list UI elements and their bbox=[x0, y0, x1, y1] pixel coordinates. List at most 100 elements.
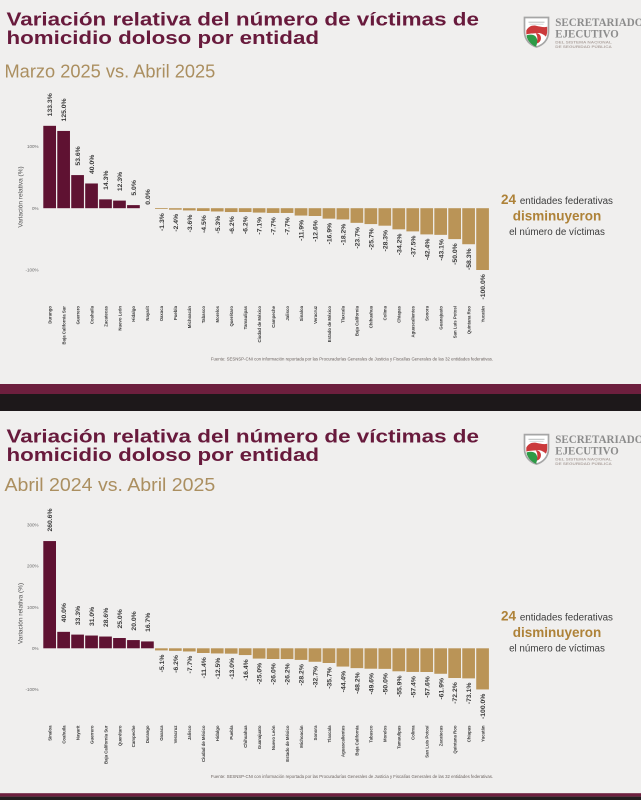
svg-text:Jalisco: Jalisco bbox=[187, 725, 192, 740]
svg-text:40.0%: 40.0% bbox=[89, 155, 96, 174]
svg-text:Hidalgo: Hidalgo bbox=[215, 725, 220, 741]
svg-text:-7.7%: -7.7% bbox=[285, 217, 292, 235]
svg-text:Variación relativa del número: Variación relativa del número de víctima… bbox=[7, 9, 480, 30]
svg-text:-6.2%: -6.2% bbox=[173, 655, 180, 673]
svg-text:SECRETARIADO: SECRETARIADO bbox=[555, 15, 641, 29]
svg-text:San Luis Potosí: San Luis Potosí bbox=[425, 725, 430, 758]
svg-text:12.3%: 12.3% bbox=[117, 172, 124, 191]
svg-text:-5.1%: -5.1% bbox=[159, 655, 166, 673]
svg-text:Sonora: Sonora bbox=[313, 725, 318, 740]
svg-text:Morelos: Morelos bbox=[215, 305, 220, 322]
svg-text:Sonora: Sonora bbox=[425, 305, 430, 320]
svg-text:Nayarit: Nayarit bbox=[75, 725, 80, 740]
svg-text:-50.0%: -50.0% bbox=[382, 673, 389, 695]
svg-text:el número de víctimas: el número de víctimas bbox=[509, 643, 605, 654]
svg-text:-2.4%: -2.4% bbox=[173, 214, 180, 232]
svg-text:-72.2%: -72.2% bbox=[452, 682, 459, 704]
svg-text:-100.0%: -100.0% bbox=[480, 274, 487, 299]
svg-text:homicidio doloso por entidad: homicidio doloso por entidad bbox=[7, 27, 320, 48]
svg-text:-1.3%: -1.3% bbox=[159, 213, 166, 231]
svg-text:disminuyeron: disminuyeron bbox=[513, 625, 602, 640]
svg-text:-12.5%: -12.5% bbox=[215, 658, 222, 680]
svg-text:-61.9%: -61.9% bbox=[438, 678, 445, 700]
svg-text:0%: 0% bbox=[32, 646, 39, 651]
svg-text:Chiapas: Chiapas bbox=[397, 305, 402, 322]
svg-text:Querétaro: Querétaro bbox=[229, 306, 234, 327]
svg-text:Abril 2024 vs. Abril 2025: Abril 2024 vs. Abril 2025 bbox=[5, 475, 216, 495]
svg-text:Tabasco: Tabasco bbox=[369, 725, 374, 742]
svg-text:Variación relativa (%): Variación relativa (%) bbox=[18, 166, 25, 227]
svg-text:Oaxaca: Oaxaca bbox=[159, 305, 164, 321]
svg-text:SECRETARIADO: SECRETARIADO bbox=[555, 432, 641, 446]
svg-text:-13.0%: -13.0% bbox=[229, 658, 236, 680]
svg-text:Durango: Durango bbox=[47, 306, 52, 324]
svg-text:25.0%: 25.0% bbox=[117, 609, 124, 628]
svg-text:Tabasco: Tabasco bbox=[201, 306, 206, 323]
svg-text:Tlaxcala: Tlaxcala bbox=[341, 305, 346, 323]
svg-text:Oaxaca: Oaxaca bbox=[159, 725, 164, 741]
svg-text:Estado de México: Estado de México bbox=[327, 306, 332, 343]
svg-text:-42.4%: -42.4% bbox=[424, 239, 431, 261]
svg-text:Coahuila: Coahuila bbox=[61, 725, 66, 744]
svg-text:Colima: Colima bbox=[383, 305, 388, 320]
svg-text:Guanajuato: Guanajuato bbox=[257, 725, 262, 749]
svg-text:16.7%: 16.7% bbox=[145, 613, 152, 632]
svg-text:Veracruz: Veracruz bbox=[173, 726, 178, 744]
svg-text:200%: 200% bbox=[27, 564, 39, 569]
svg-text:-100.0%: -100.0% bbox=[480, 694, 487, 719]
svg-text:Aguascalientes: Aguascalientes bbox=[411, 305, 416, 337]
svg-text:-7.7%: -7.7% bbox=[187, 656, 194, 674]
svg-text:-55.9%: -55.9% bbox=[396, 676, 403, 698]
svg-text:-25.0%: -25.0% bbox=[257, 663, 264, 685]
svg-text:300%: 300% bbox=[27, 523, 39, 528]
svg-text:-5.3%: -5.3% bbox=[215, 216, 222, 234]
svg-text:homicidio doloso por entidad: homicidio doloso por entidad bbox=[7, 444, 320, 465]
svg-text:133.3%: 133.3% bbox=[47, 93, 54, 116]
svg-text:Ciudad de México: Ciudad de México bbox=[201, 725, 206, 762]
svg-text:Morelos: Morelos bbox=[383, 725, 388, 742]
svg-text:Jalisco: Jalisco bbox=[285, 306, 290, 321]
svg-text:Puebla: Puebla bbox=[229, 725, 234, 740]
svg-text:-18.2%: -18.2% bbox=[341, 224, 348, 246]
svg-text:-11.4%: -11.4% bbox=[201, 657, 208, 678]
svg-text:Fuente: SESNSP-CNI con informa: Fuente: SESNSP-CNI con información repor… bbox=[211, 774, 493, 779]
svg-text:Quintana Roo: Quintana Roo bbox=[452, 725, 457, 754]
svg-text:-48.2%: -48.2% bbox=[354, 672, 361, 694]
svg-text:260.6%: 260.6% bbox=[47, 508, 54, 531]
svg-text:-16.9%: -16.9% bbox=[327, 223, 334, 245]
svg-text:24 entidades federativas: 24 entidades federativas bbox=[501, 192, 613, 207]
svg-text:disminuyeron: disminuyeron bbox=[513, 209, 602, 224]
svg-text:100%: 100% bbox=[27, 144, 39, 149]
svg-text:-3.6%: -3.6% bbox=[187, 215, 194, 233]
svg-text:-28.2%: -28.2% bbox=[299, 664, 306, 686]
svg-text:-28.3%: -28.3% bbox=[382, 230, 389, 252]
svg-text:Estado de México: Estado de México bbox=[285, 725, 290, 762]
svg-text:-35.7%: -35.7% bbox=[327, 667, 334, 689]
svg-text:Zacatecas: Zacatecas bbox=[103, 305, 108, 326]
svg-text:DE SEGURIDAD PÚBLICA: DE SEGURIDAD PÚBLICA bbox=[555, 44, 612, 49]
svg-text:Baja California Sur: Baja California Sur bbox=[103, 725, 108, 764]
svg-text:-34.2%: -34.2% bbox=[396, 234, 403, 256]
svg-text:Tlaxcala: Tlaxcala bbox=[327, 725, 332, 743]
svg-text:Chiapas: Chiapas bbox=[466, 725, 471, 742]
svg-text:Baja California Sur: Baja California Sur bbox=[61, 306, 66, 345]
svg-text:-11.9%: -11.9% bbox=[299, 220, 306, 241]
svg-text:Chihuahua: Chihuahua bbox=[369, 305, 374, 328]
svg-text:-57.6%: -57.6% bbox=[424, 676, 431, 698]
svg-text:31.0%: 31.0% bbox=[89, 607, 96, 626]
svg-text:-7.1%: -7.1% bbox=[257, 217, 264, 235]
svg-text:DEL SISTEMA NACIONAL: DEL SISTEMA NACIONAL bbox=[555, 457, 612, 462]
svg-text:5.0%: 5.0% bbox=[131, 180, 138, 196]
svg-text:40.0%: 40.0% bbox=[61, 603, 68, 622]
svg-text:14.3%: 14.3% bbox=[103, 171, 110, 190]
svg-text:Yucatán: Yucatán bbox=[480, 306, 485, 323]
svg-text:Veracruz: Veracruz bbox=[313, 306, 318, 324]
svg-text:Quintana Roo: Quintana Roo bbox=[466, 306, 471, 335]
svg-text:0.0%: 0.0% bbox=[145, 189, 152, 205]
svg-text:Baja California: Baja California bbox=[355, 305, 360, 336]
svg-text:DEL SISTEMA NACIONAL: DEL SISTEMA NACIONAL bbox=[555, 40, 612, 45]
svg-text:Aguascalientes: Aguascalientes bbox=[341, 725, 346, 757]
svg-text:Hidalgo: Hidalgo bbox=[131, 306, 136, 322]
svg-text:-43.1%: -43.1% bbox=[438, 239, 445, 261]
svg-text:Nayarit: Nayarit bbox=[145, 305, 150, 320]
